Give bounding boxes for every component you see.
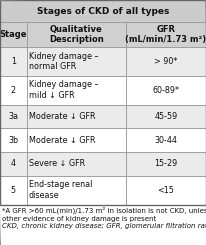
Bar bbox=[0, 128, 27, 152]
Text: 2: 2 bbox=[11, 86, 16, 95]
Text: 4: 4 bbox=[11, 159, 16, 168]
Bar bbox=[126, 176, 206, 205]
Text: 45-59: 45-59 bbox=[154, 112, 177, 121]
Text: 3b: 3b bbox=[8, 136, 19, 145]
Text: Moderate ↓ GFR: Moderate ↓ GFR bbox=[29, 136, 95, 145]
Text: 30-44: 30-44 bbox=[154, 136, 177, 145]
Bar bbox=[126, 47, 206, 76]
Text: 3a: 3a bbox=[8, 112, 18, 121]
Bar bbox=[126, 152, 206, 176]
Bar bbox=[0, 47, 27, 76]
Text: Stage: Stage bbox=[0, 30, 27, 39]
Text: 15-29: 15-29 bbox=[154, 159, 177, 168]
Bar bbox=[0, 0, 206, 22]
Text: Severe ↓ GFR: Severe ↓ GFR bbox=[29, 159, 85, 168]
Bar bbox=[126, 76, 206, 105]
Text: GFR
(mL/min/1.73 m²): GFR (mL/min/1.73 m²) bbox=[125, 25, 206, 44]
Bar bbox=[126, 22, 206, 47]
Text: 60-89*: 60-89* bbox=[152, 86, 179, 95]
Bar bbox=[0, 152, 27, 176]
Text: 5: 5 bbox=[11, 186, 16, 195]
Bar bbox=[27, 152, 126, 176]
Text: End-stage renal
disease: End-stage renal disease bbox=[29, 180, 92, 200]
Bar bbox=[126, 128, 206, 152]
Text: *A GFR >60 mL(min)/1.73 m² in isolation is not CKD, unless
other evidence of kid: *A GFR >60 mL(min)/1.73 m² in isolation … bbox=[2, 207, 206, 221]
Bar bbox=[0, 22, 27, 47]
Text: > 90*: > 90* bbox=[154, 57, 178, 66]
Bar bbox=[126, 105, 206, 128]
Bar bbox=[27, 47, 126, 76]
Bar bbox=[0, 176, 27, 205]
Bar bbox=[27, 128, 126, 152]
Text: 1: 1 bbox=[11, 57, 16, 66]
Bar bbox=[27, 76, 126, 105]
Text: Moderate ↓ GFR: Moderate ↓ GFR bbox=[29, 112, 95, 121]
Bar bbox=[0, 76, 27, 105]
Text: <15: <15 bbox=[157, 186, 174, 195]
Text: CKD, chronic kidney disease; GFR, glomerular filtration rate: CKD, chronic kidney disease; GFR, glomer… bbox=[2, 223, 206, 229]
Text: Kidney damage –
mild ↓ GFR: Kidney damage – mild ↓ GFR bbox=[29, 80, 98, 100]
Text: Qualitative
Description: Qualitative Description bbox=[49, 25, 104, 44]
Bar bbox=[27, 176, 126, 205]
Text: Kidney damage –
normal GFR: Kidney damage – normal GFR bbox=[29, 51, 98, 71]
Text: Stages of CKD of all types: Stages of CKD of all types bbox=[37, 7, 169, 16]
Bar bbox=[0, 0, 206, 205]
Bar bbox=[0, 105, 27, 128]
Bar bbox=[27, 22, 126, 47]
Bar bbox=[27, 105, 126, 128]
